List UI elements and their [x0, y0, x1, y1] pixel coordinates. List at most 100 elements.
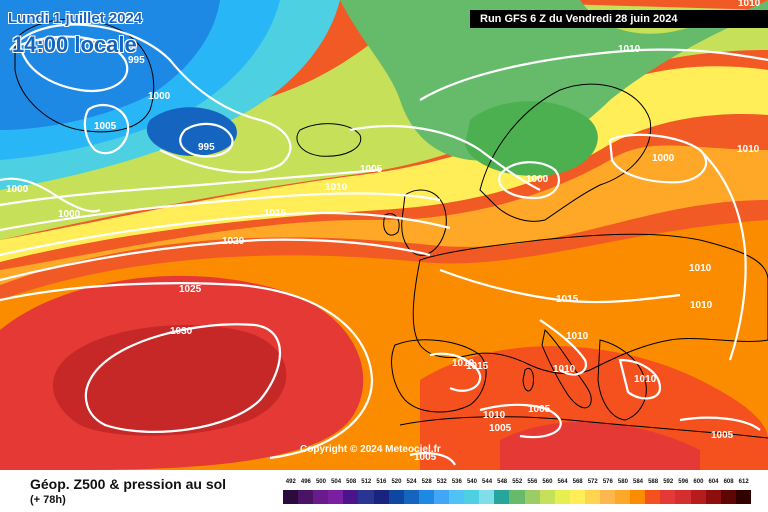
isobar-label: 1005	[94, 121, 117, 132]
isobar-1025-ring	[0, 282, 374, 460]
scale-swatch	[479, 490, 495, 504]
isobar-995-greenland	[18, 35, 129, 93]
scale-swatch	[298, 490, 314, 504]
isobar-label: 1000	[6, 184, 29, 195]
isobar-1000-north	[9, 23, 292, 174]
isobar-1015-arc	[0, 212, 451, 257]
scale-swatch	[675, 490, 691, 504]
isobar-label: 1015	[264, 208, 287, 219]
scale-tick-label: 540	[466, 479, 477, 485]
scale-tick-label: 568	[572, 479, 583, 485]
scale-swatch	[494, 490, 510, 504]
scale-tick-label: 504	[331, 479, 342, 485]
scale-swatch	[690, 490, 706, 504]
z500-field-deep-blue	[146, 107, 237, 156]
coastlines	[14, 18, 768, 439]
scale-tick-label: 552	[512, 479, 523, 485]
scale-tick-label: 496	[300, 479, 311, 485]
isobar-label: 1010	[634, 374, 657, 385]
z500-field-green	[340, 0, 768, 161]
scale-swatch	[660, 490, 676, 504]
isobar-label: 1005	[711, 430, 734, 441]
greenland-coast	[14, 18, 155, 133]
scale-swatch	[418, 490, 434, 504]
scale-tick-label: 592	[663, 479, 674, 485]
isobar-1010-east	[699, 149, 747, 361]
isobar-995-east	[179, 122, 234, 158]
scale-swatch	[599, 490, 616, 504]
scale-swatch	[539, 490, 555, 504]
scale-tick-label: 536	[451, 479, 462, 485]
scale-tick-label: 524	[406, 479, 417, 485]
isobar-label: 1010	[738, 0, 761, 9]
scandinavia-coast	[479, 83, 652, 222]
scale-swatch	[283, 490, 299, 504]
scale-swatch	[313, 490, 329, 504]
isobar-1005-east-africa	[679, 416, 761, 431]
scale-tick-label: 556	[527, 479, 538, 485]
isobar-1020-arc	[0, 238, 431, 282]
scale-swatch	[433, 490, 450, 504]
scale-swatch	[705, 490, 721, 504]
balkans-coast	[597, 339, 647, 421]
scale-tick-label: 596	[678, 479, 689, 485]
scale-tick-label: 532	[436, 479, 447, 485]
isobar-label: 1015	[466, 361, 489, 372]
scale-swatch	[403, 490, 419, 504]
scale-tick-label: 580	[617, 479, 628, 485]
copyright-notice: Copyright © 2024 Meteociel.fr	[300, 444, 441, 455]
scale-tick-label: 516	[376, 479, 387, 485]
scale-tick-label: 528	[421, 479, 432, 485]
scale-swatch	[720, 490, 736, 504]
isobar-1000-west	[0, 177, 101, 213]
scale-swatch	[328, 490, 344, 504]
isobar-1005-libya	[409, 451, 456, 466]
isobar-1005-africa	[479, 403, 562, 439]
isobar-label: 1010	[689, 263, 712, 274]
iceland-coast	[296, 123, 362, 157]
isobar-label: 1005	[414, 452, 437, 463]
scale-tick-label: 584	[633, 479, 644, 485]
isobar-label: 1010	[737, 144, 760, 155]
isobar-label: 1005	[528, 404, 551, 415]
isobar-label: 1030	[170, 326, 193, 337]
scale-swatch	[343, 490, 359, 504]
scale-swatch	[449, 490, 465, 504]
scale-tick-label: 508	[346, 479, 357, 485]
isobar-1015-europe	[439, 268, 681, 304]
isobar-1010-iberia	[429, 352, 482, 392]
weather-map: 995 1000 1005 1000 1005 995 1000 1010 10…	[0, 0, 768, 470]
forecast-time: 14:00 locale	[12, 32, 137, 57]
isobar-label: 1000	[526, 174, 549, 185]
isobar-label: 1000	[652, 153, 675, 164]
isobar-labels: 995 1000 1005 1000 1005 995 1000 1010 10…	[6, 0, 761, 463]
isobar-1010-arc	[0, 192, 441, 232]
isobar-label: 1025	[179, 284, 202, 295]
product-title: Géop. Z500 & pression au sol	[30, 476, 227, 492]
isobar-1000-scandinavia	[498, 161, 560, 200]
scale-tick-label: 560	[542, 479, 553, 485]
scale-tick-label: 588	[648, 479, 659, 485]
isobar-label: 1010	[553, 364, 576, 375]
scale-swatch	[388, 490, 404, 504]
scale-swatch	[569, 490, 585, 504]
isobar-label: 1005	[360, 164, 383, 175]
isobar-1010-north-europe	[419, 48, 768, 101]
z500-field-light-orange	[0, 145, 768, 285]
scale-tick-label: 576	[602, 479, 613, 485]
iberia-coast	[391, 339, 487, 413]
scale-swatch	[584, 490, 600, 504]
scale-swatch	[358, 490, 374, 504]
forecast-date: Lundi 1 juillet 2024	[8, 10, 143, 27]
scale-swatch	[554, 490, 570, 504]
corsica-sardinia	[522, 367, 534, 392]
isobar-1030-ring	[84, 323, 281, 433]
scale-swatch	[373, 490, 389, 504]
isobar-1000-east	[608, 133, 708, 184]
scale-swatch	[524, 490, 540, 504]
scale-swatch	[645, 490, 661, 504]
scale-swatch	[464, 490, 480, 504]
isobars	[0, 23, 768, 466]
isobar-label: 1015	[556, 294, 579, 305]
